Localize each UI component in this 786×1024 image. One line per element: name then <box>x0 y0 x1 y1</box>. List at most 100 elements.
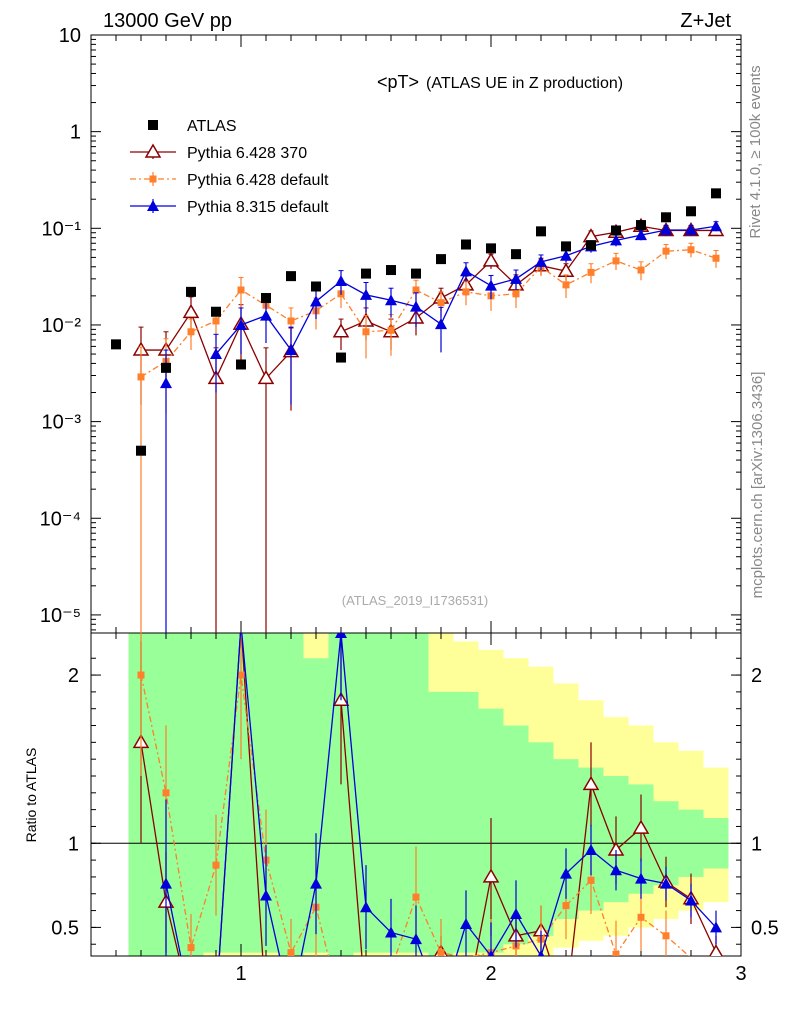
data-point <box>711 188 721 199</box>
data-point <box>386 265 396 276</box>
ratio-tick-label-left: 0.5 <box>51 917 79 939</box>
band-inner <box>528 742 554 936</box>
analysis-watermark: (ATLAS_2019_I1736531) <box>342 593 488 608</box>
data-point <box>586 240 596 251</box>
ratio-point <box>637 913 645 921</box>
x-tick-label: 2 <box>485 963 496 985</box>
ratio-line <box>165 633 717 956</box>
data-point <box>362 328 370 336</box>
series-line <box>141 225 716 381</box>
legend: ATLAS Pythia 6.428 370 Pythia 6.428 defaul… <box>130 118 329 216</box>
x-tick-label: 1 <box>235 963 246 985</box>
legend-label: Pythia 6.428 370 <box>187 145 307 162</box>
data-point <box>685 224 697 236</box>
data-point <box>561 241 571 252</box>
legend-item: Pythia 6.428 default <box>130 172 329 189</box>
data-point <box>410 300 422 312</box>
data-point <box>237 286 245 294</box>
data-point <box>412 286 420 294</box>
data-point <box>611 225 621 236</box>
ratio-point <box>410 933 422 945</box>
data-point <box>436 254 446 265</box>
ratio-point <box>310 877 322 889</box>
data-point <box>482 252 500 267</box>
legend-label: Pythia 8.315 default <box>187 199 329 216</box>
y-tick-label: 10⁻³ <box>42 412 82 434</box>
data-series <box>111 188 721 456</box>
data-point <box>361 268 371 279</box>
ratio-point <box>582 775 600 791</box>
data-point <box>387 326 395 334</box>
rivet-label: Rivet 4.1.0, ≥ 100k events <box>747 65 764 238</box>
ratio-point <box>335 633 347 638</box>
ratio-bands <box>128 633 729 956</box>
ratio-point <box>709 944 723 956</box>
data-point <box>662 247 670 255</box>
ratio-point <box>137 671 145 679</box>
data-point <box>111 339 121 350</box>
ratio-y-axis: 2 2 1 1 0.5 0.5 <box>51 657 779 945</box>
ratio-point <box>437 949 445 956</box>
data-point <box>712 254 720 262</box>
data-point <box>286 271 296 282</box>
ratio-point <box>287 949 295 956</box>
data-point <box>211 306 221 317</box>
y-tick-label: 10⁻² <box>42 315 82 337</box>
data-point <box>212 317 220 325</box>
data-point <box>560 249 572 261</box>
ratio-tick-label-left: 2 <box>68 665 79 687</box>
ratio-point <box>612 950 620 956</box>
ratio-point <box>187 944 195 952</box>
x-tick-label: 3 <box>735 963 746 985</box>
data-point <box>511 249 521 260</box>
data-point <box>510 272 522 284</box>
data-point <box>661 212 671 223</box>
y-tick-label: 1 <box>70 122 81 144</box>
data-point <box>336 352 346 363</box>
ratio-point <box>160 877 172 889</box>
legend-marker <box>147 200 159 211</box>
data-point <box>186 286 196 297</box>
data-point <box>535 255 547 267</box>
data-point <box>287 317 295 325</box>
data-point <box>710 220 722 232</box>
legend-marker <box>144 143 162 158</box>
plot-subtitle: (ATLAS UE in Z production) <box>426 75 623 92</box>
legend-item: Pythia 6.428 370 <box>130 143 307 162</box>
data-point <box>460 265 472 277</box>
series-line <box>140 249 717 378</box>
ratio-point <box>487 950 495 956</box>
data-point <box>437 299 445 307</box>
data-point <box>635 229 647 241</box>
main-series-1 <box>137 242 720 633</box>
ratio-tick-label-right: 1 <box>751 833 762 855</box>
data-point <box>235 318 247 330</box>
data-point <box>485 279 497 291</box>
data-point <box>182 303 200 319</box>
ratio-point <box>510 907 522 919</box>
data-point <box>562 281 570 289</box>
y-tick-label: 10 <box>59 25 81 47</box>
data-point <box>637 266 645 274</box>
ratio-point <box>662 932 670 940</box>
data-point <box>285 344 297 356</box>
band-inner <box>178 633 204 956</box>
main-series-0 <box>132 217 725 633</box>
legend-item: ATLAS <box>148 118 237 135</box>
header-process: Z+Jet <box>680 10 731 32</box>
main-series-2 <box>160 220 722 633</box>
ratio-point <box>260 889 272 901</box>
data-point <box>686 206 696 217</box>
data-point <box>462 288 470 296</box>
legend-marker <box>148 120 158 130</box>
data-point <box>636 220 646 231</box>
ratio-point <box>560 867 572 879</box>
ratio-line <box>140 674 691 956</box>
data-point <box>360 288 372 300</box>
ratio-point <box>660 877 672 889</box>
ratio-ylabel: Ratio to ATLAS <box>23 748 39 843</box>
data-point <box>187 328 195 336</box>
header-energy: 13000 GeV pp <box>103 10 232 32</box>
ratio-point <box>385 926 397 938</box>
data-point <box>261 293 271 304</box>
